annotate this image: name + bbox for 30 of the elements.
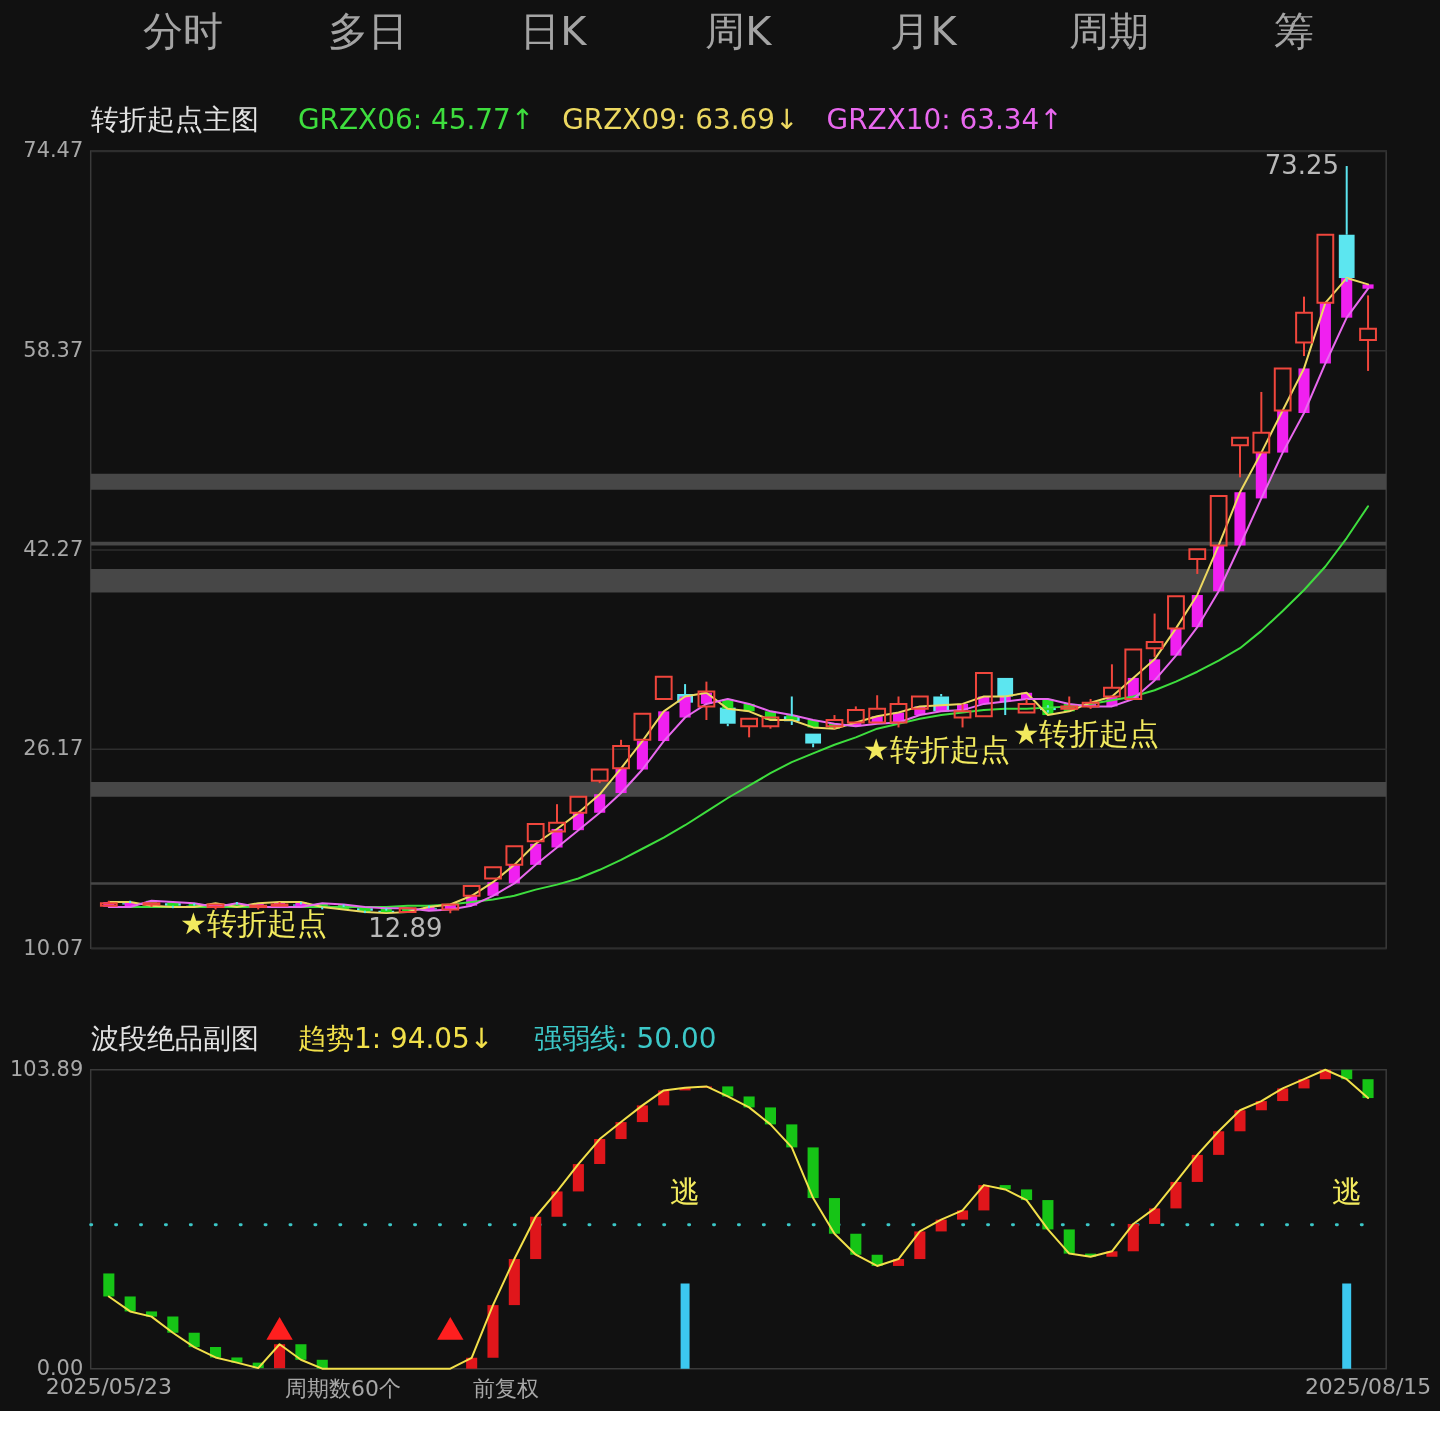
text: 多日 (328, 8, 409, 55)
text: GRZX10: 63.34↑ (826, 103, 1063, 136)
text: 周期数60个 (285, 1375, 401, 1401)
text: 趋势1: 94.05↓ (297, 1021, 494, 1055)
text: 周K (705, 8, 773, 55)
y-tick-label: 10.07 (23, 935, 84, 960)
annotation: ★转折起点 (862, 731, 1010, 767)
y-tick-label: 58.37 (23, 337, 84, 362)
annotation: 逃 (670, 1174, 701, 1210)
y-tick-label: 26.17 (23, 736, 84, 761)
text: 日K (520, 8, 588, 55)
y-tick-label: 103.89 (10, 1057, 84, 1082)
annotation: ★转折起点 (1012, 715, 1160, 751)
text: 筹 (1273, 8, 1314, 55)
chart-title: 转折起点主图 (90, 103, 259, 136)
text: GRZX09: 63.69↓ (562, 103, 799, 136)
x-tick-label: 2025/08/15 (1304, 1374, 1432, 1400)
annotation: 12.89 (368, 913, 443, 944)
annotation: 逃 (1331, 1174, 1362, 1210)
y-tick-label: 74.47 (23, 138, 84, 163)
text: 前复权 (472, 1375, 539, 1401)
text: 月K (890, 8, 958, 55)
y-tick-label: 42.27 (23, 537, 84, 562)
annotation: ★转折起点 (180, 906, 327, 942)
annotation: 73.25 (1264, 150, 1340, 181)
text: GRZX06: 45.77↑ (297, 103, 535, 136)
ref-line-label: 强弱线: 50.00 (534, 1021, 717, 1055)
text: 分时 (143, 8, 224, 55)
text: 周期 (1068, 8, 1149, 55)
chart-title: 波段绝品副图 (90, 1021, 259, 1055)
